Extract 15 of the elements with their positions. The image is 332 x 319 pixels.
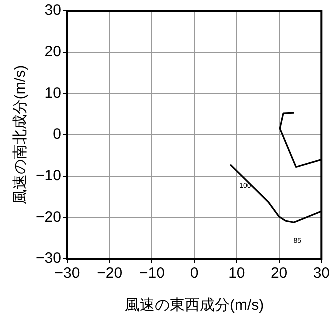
y-tick-label: 20 (44, 43, 62, 60)
y-tick-label: −10 (36, 167, 62, 184)
x-tick-label: 20 (270, 265, 288, 282)
x-tick-label: 0 (190, 265, 199, 282)
y-tick-label: −30 (36, 250, 62, 268)
y-tick-label: 0 (53, 126, 62, 144)
y-axis-title: 風速の南北成分(m/s) (12, 65, 30, 205)
y-tick-label: −20 (36, 208, 62, 226)
x-axis-title: 風速の東西成分(m/s) (124, 297, 264, 314)
x-tick-label: 10 (228, 265, 246, 282)
x-tick-label: −20 (97, 265, 123, 282)
x-tick-label: −10 (139, 265, 165, 282)
y-tick-label: 10 (44, 84, 62, 102)
x-tick-label: 30 (313, 265, 330, 282)
y-tick-label: 30 (44, 2, 62, 20)
